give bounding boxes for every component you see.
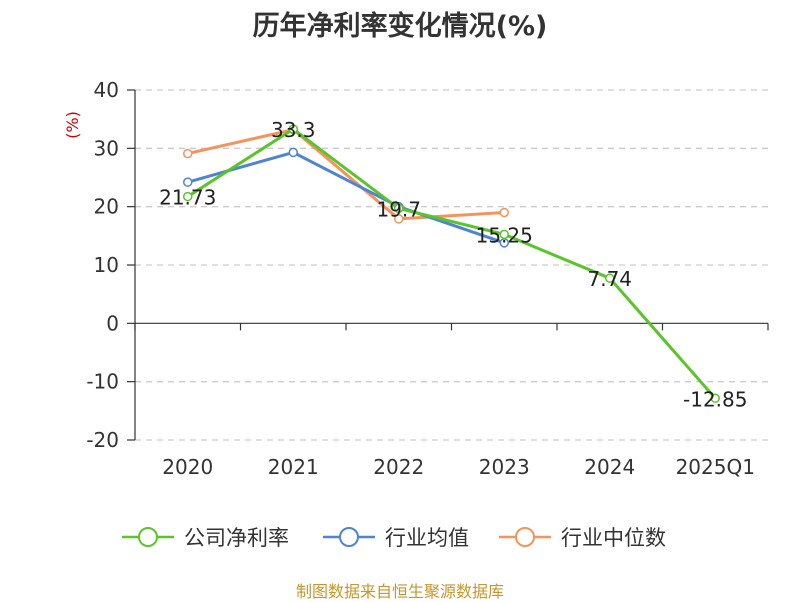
data-point <box>605 273 615 283</box>
data-point <box>288 147 298 158</box>
data-point <box>394 203 404 214</box>
y-tick-label: -10 <box>86 370 119 394</box>
x-tick-label: 2024 <box>584 455 635 479</box>
y-axis-label: (%) <box>63 111 82 139</box>
x-tick-label: 2023 <box>479 455 530 479</box>
data-label: 21.73 <box>159 186 216 210</box>
legend-marker-icon <box>339 527 359 547</box>
data-point <box>183 148 193 159</box>
data-point <box>499 207 509 218</box>
legend-label: 行业均值 <box>385 526 469 550</box>
x-tick-label: 2020 <box>162 455 213 479</box>
y-tick-label: -20 <box>86 428 119 452</box>
x-tick-label: 2025Q1 <box>676 455 755 479</box>
legend-label: 公司净利率 <box>184 526 289 550</box>
legend: 公司净利率 行业均值 行业中位数 <box>122 526 666 550</box>
legend-marker-icon <box>138 527 158 547</box>
y-tick-label: 40 <box>94 78 119 102</box>
x-tick-label: 2021 <box>268 455 319 479</box>
source-note: 制图数据来自恒生聚源数据库 <box>295 582 504 601</box>
data-label: -12.85 <box>683 387 747 411</box>
data-label: 15.25 <box>476 223 533 247</box>
legend-marker-icon <box>515 527 535 547</box>
series-line <box>187 150 505 245</box>
y-tick-label: 30 <box>94 136 119 160</box>
y-tick-label: 10 <box>94 253 119 277</box>
data-label: 7.74 <box>587 267 632 291</box>
legend-label: 行业中位数 <box>561 526 666 550</box>
series-lines <box>183 124 720 404</box>
data-point <box>394 214 404 224</box>
data-labels: 21.73 33.3 19.7 15.25 7.74 -12.85 <box>159 118 747 411</box>
series-line <box>186 127 717 400</box>
axes: 40 30 20 10 0 -10 -20 2020 2021 2022 2023 2024 2025Q… <box>63 78 769 479</box>
data-point <box>499 229 509 240</box>
data-label: 33.3 <box>271 118 316 142</box>
data-label: 19.7 <box>376 197 421 221</box>
data-point <box>288 124 298 134</box>
data-point <box>183 191 193 202</box>
data-point <box>710 393 720 404</box>
chart-title: 历年净利率变化情况(%) <box>252 11 548 42</box>
y-tick-label: 20 <box>94 195 119 219</box>
x-tick-label: 2022 <box>373 455 424 479</box>
y-tick-label: 0 <box>106 311 119 335</box>
series-line <box>187 128 505 221</box>
data-point <box>183 177 193 187</box>
